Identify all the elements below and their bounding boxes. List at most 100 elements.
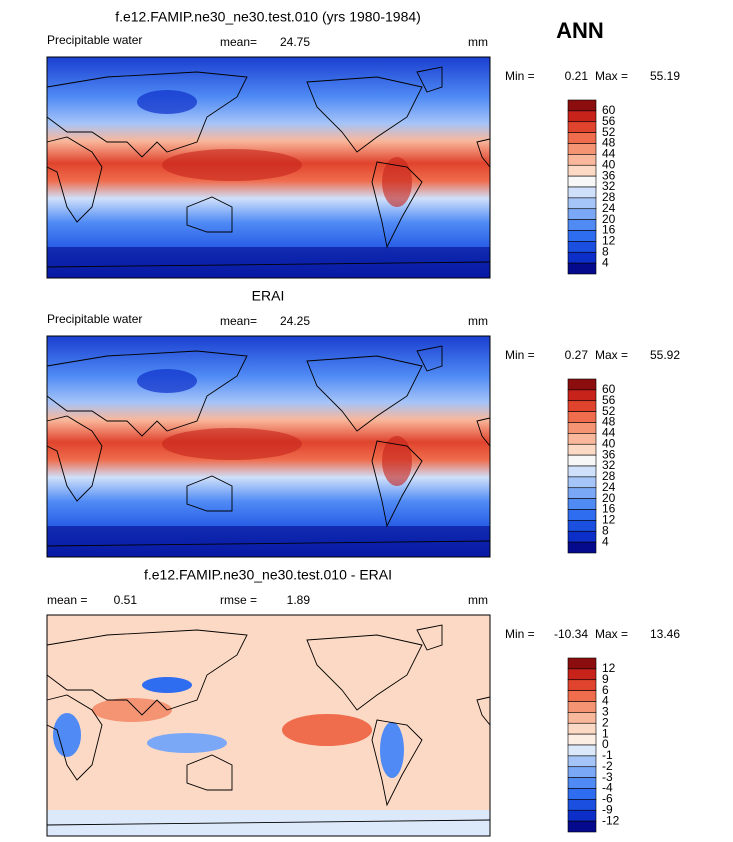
variable-name: Precipitable water [47,312,142,326]
colorbar-label: 56 [602,114,616,128]
colorbar-label: 60 [602,103,616,117]
colorbar-box [567,498,597,510]
panel: f.e12.FAMIP.ne30_ne30.test.010 (yrs 1980… [46,9,680,279]
colorbar-box [567,110,597,123]
min-value: 0.21 [565,69,589,83]
map [46,56,491,279]
colorbar-label: -6 [602,792,613,806]
colorbar-box [567,541,597,554]
colorbar-label: 52 [602,404,616,418]
panel-title: f.e12.FAMIP.ne30_ne30.test.010 (yrs 1980… [115,9,421,25]
panel: f.e12.FAMIP.ne30_ne30.test.010 - ERAI mea… [46,567,680,837]
colorbar-label: 48 [602,136,616,150]
colorbar-label: 44 [602,147,616,161]
colorbar-box [567,690,597,702]
colorbar-label: 16 [602,502,616,516]
colorbar-label: 3 [602,705,609,719]
variable-name: Precipitable water [47,33,142,47]
max-label: Max = [595,69,628,83]
colorbar-box [567,164,597,177]
panel-title: f.e12.FAMIP.ne30_ne30.test.010 - ERAI [144,567,392,583]
field-feature [162,428,302,460]
field-feature [162,149,302,181]
colorbar-box [567,99,597,112]
map-frame [46,335,491,558]
field-feature [137,90,197,114]
map [46,335,491,558]
colorbar-box [567,766,597,778]
colorbar-label: 36 [602,168,616,182]
colorbar-box [567,744,597,757]
colorbar-label: -3 [602,770,613,784]
map-frame [46,56,491,279]
max-label: Max = [595,348,628,362]
field-feature [47,810,490,836]
field-feature [382,436,412,486]
colorbar-box [567,809,597,822]
colorbar-box [567,799,597,811]
colorbar-box [567,251,597,264]
colorbar-label: 12 [602,661,616,675]
colorbar-box [567,755,597,768]
max-value: 55.92 [650,348,680,362]
colorbar-label: 4 [602,255,609,269]
panel: ERAI Precipitable water mean= 24.25 mm Min = 0… [46,288,680,558]
colorbar-label: 12 [602,234,616,248]
colorbar-label: 8 [602,523,609,537]
units: mm [468,593,488,607]
colorbar-label: 28 [602,469,616,483]
min-value: 0.27 [565,348,589,362]
min-label: Min = [505,69,535,83]
colorbar-label: -9 [602,802,613,816]
colorbar-label: 40 [602,157,616,171]
stat-label: rmse = [220,593,257,607]
min-value: -10.34 [554,627,588,641]
colorbar-label: -1 [602,748,613,762]
colorbar-label: 16 [602,223,616,237]
colorbar-box [567,230,597,242]
colorbar-box [567,241,597,253]
colorbar-label: 56 [602,393,616,407]
map [46,614,491,837]
colorbar-box [567,378,597,391]
stat-value: 24.75 [280,35,310,49]
colorbar-box [567,788,597,800]
stat-value: 24.25 [280,314,310,328]
colorbar-box [567,722,597,735]
colorbar-box [567,487,597,499]
colorbar-box [567,400,597,412]
colorbar-label: 9 [602,672,609,686]
colorbar-label: -2 [602,759,613,773]
colorbar-label: 20 [602,491,616,505]
colorbar-label: -12 [602,813,620,827]
max-value: 55.19 [650,69,680,83]
colorbar-box [567,465,597,478]
colorbar-box [567,454,597,467]
colorbar-box [567,132,597,144]
colorbar-box [567,443,597,456]
colorbar-box [567,411,597,423]
panel-title: ERAI [252,288,285,304]
field-feature [382,157,412,207]
colorbar-label: 4 [602,694,609,708]
colorbar-box [567,121,597,133]
colorbar-label: 24 [602,201,616,215]
stat-value: 1.89 [287,593,311,607]
colorbar-label: 0 [602,737,609,751]
colorbar-box [567,712,597,724]
units: mm [468,314,488,328]
stat-label: mean= [220,314,257,328]
colorbar-box [567,143,597,155]
colorbar-box [567,262,597,275]
colorbar-box [567,433,597,445]
colorbar-label: 44 [602,426,616,440]
field-feature [147,733,227,753]
colorbar-box [567,197,597,210]
field [47,615,490,836]
colorbar-label: 6 [602,683,609,697]
colorbar-label: 1 [602,726,609,740]
colorbar-box [567,668,597,681]
colorbar-box [567,154,597,166]
stat-label: mean = [47,593,87,607]
